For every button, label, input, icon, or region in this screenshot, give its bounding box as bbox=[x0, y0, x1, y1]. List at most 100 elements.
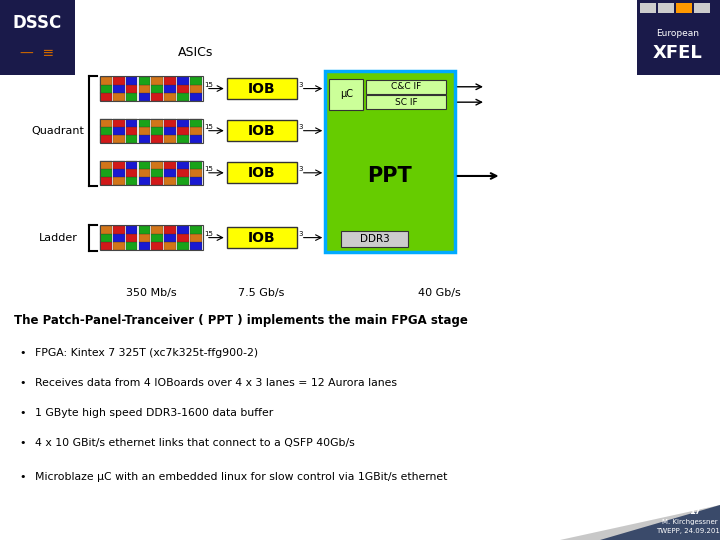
Bar bbox=[138, 93, 150, 100]
Bar bbox=[190, 127, 202, 135]
Bar bbox=[151, 234, 163, 242]
Bar bbox=[125, 85, 138, 93]
Bar bbox=[676, 3, 692, 13]
Bar bbox=[164, 178, 176, 185]
Text: 15: 15 bbox=[204, 231, 213, 237]
Bar bbox=[177, 127, 189, 135]
Bar bbox=[99, 161, 112, 168]
Text: 3: 3 bbox=[298, 231, 302, 237]
Text: 350 Mb/s: 350 Mb/s bbox=[126, 288, 177, 298]
Bar bbox=[99, 136, 112, 143]
Bar bbox=[138, 119, 150, 127]
Bar bbox=[112, 170, 125, 177]
Text: Microblaze μC with an embedded linux for slow control via 1GBit/s ethernet: Microblaze μC with an embedded linux for… bbox=[35, 471, 448, 482]
Bar bbox=[164, 93, 176, 100]
Text: IOB: IOB bbox=[248, 124, 276, 138]
Text: TWEPP, 24.09.2014: TWEPP, 24.09.2014 bbox=[656, 528, 720, 534]
Bar bbox=[190, 85, 202, 93]
Bar bbox=[151, 226, 163, 233]
Bar bbox=[99, 119, 112, 127]
Text: 15: 15 bbox=[204, 166, 213, 172]
Bar bbox=[164, 77, 176, 85]
Bar bbox=[637, 0, 720, 75]
Bar bbox=[99, 161, 203, 185]
Text: 4 x 10 GBit/s ethernet links that connect to a QSFP 40Gb/s: 4 x 10 GBit/s ethernet links that connec… bbox=[35, 437, 355, 448]
Text: DDR3: DDR3 bbox=[359, 234, 390, 244]
Bar bbox=[164, 136, 176, 143]
Bar bbox=[112, 85, 125, 93]
Text: IOB: IOB bbox=[248, 166, 276, 180]
Text: 1 GByte high speed DDR3-1600 data buffer: 1 GByte high speed DDR3-1600 data buffer bbox=[35, 408, 274, 418]
Bar bbox=[138, 234, 150, 242]
Bar bbox=[99, 76, 203, 100]
Polygon shape bbox=[560, 505, 720, 540]
Bar bbox=[112, 226, 125, 233]
Bar bbox=[164, 226, 176, 233]
Bar bbox=[366, 96, 446, 109]
Bar bbox=[177, 136, 189, 143]
Bar bbox=[164, 127, 176, 135]
Bar bbox=[151, 77, 163, 85]
Bar bbox=[112, 242, 125, 249]
Bar bbox=[99, 226, 112, 233]
Text: C&C IF: C&C IF bbox=[391, 82, 421, 91]
Bar bbox=[164, 234, 176, 242]
Text: 3: 3 bbox=[298, 124, 302, 130]
Bar bbox=[138, 242, 150, 249]
Bar bbox=[227, 227, 297, 248]
Bar bbox=[190, 242, 202, 249]
Bar bbox=[164, 170, 176, 177]
Bar bbox=[177, 178, 189, 185]
Bar bbox=[190, 170, 202, 177]
Bar bbox=[125, 226, 138, 233]
Text: •: • bbox=[19, 408, 26, 418]
Bar bbox=[112, 127, 125, 135]
Bar bbox=[190, 136, 202, 143]
Bar bbox=[227, 163, 297, 184]
Bar bbox=[125, 234, 138, 242]
Bar bbox=[151, 170, 163, 177]
Bar bbox=[125, 127, 138, 135]
Bar bbox=[151, 242, 163, 249]
Bar bbox=[125, 178, 138, 185]
Bar bbox=[151, 178, 163, 185]
Text: 3: 3 bbox=[298, 82, 302, 87]
Bar bbox=[99, 226, 203, 249]
Bar bbox=[164, 119, 176, 127]
Text: SC IF: SC IF bbox=[395, 98, 418, 107]
Bar bbox=[112, 119, 125, 127]
Bar bbox=[190, 234, 202, 242]
Bar bbox=[112, 77, 125, 85]
Bar bbox=[99, 119, 203, 143]
Bar bbox=[227, 78, 297, 99]
Text: FPGA: Kintex 7 325T (xc7k325t-ffg900-2): FPGA: Kintex 7 325T (xc7k325t-ffg900-2) bbox=[35, 348, 258, 358]
Bar bbox=[138, 77, 150, 85]
Text: M. Kirchgessner: M. Kirchgessner bbox=[662, 519, 718, 525]
Text: The Patch-Panel-Tranceiver ( PPT ) implements the main FPGA stage: The Patch-Panel-Tranceiver ( PPT ) imple… bbox=[14, 314, 468, 327]
Text: European: European bbox=[657, 29, 700, 37]
FancyBboxPatch shape bbox=[325, 71, 455, 252]
Bar bbox=[366, 80, 446, 93]
Bar bbox=[125, 136, 138, 143]
Bar bbox=[99, 85, 112, 93]
Text: IOB: IOB bbox=[248, 82, 276, 96]
Bar bbox=[164, 161, 176, 168]
Text: 7.5 Gb/s: 7.5 Gb/s bbox=[238, 288, 284, 298]
Text: Receives data from 4 IOBoards over 4 x 3 lanes = 12 Aurora lanes: Receives data from 4 IOBoards over 4 x 3… bbox=[35, 378, 397, 388]
Bar bbox=[227, 120, 297, 141]
Bar bbox=[138, 170, 150, 177]
Bar bbox=[190, 77, 202, 85]
Bar bbox=[138, 127, 150, 135]
Bar bbox=[164, 242, 176, 249]
Bar bbox=[112, 161, 125, 168]
Text: DSSC DAQ Architecture – PPT: DSSC DAQ Architecture – PPT bbox=[90, 26, 503, 50]
Bar bbox=[177, 161, 189, 168]
Bar bbox=[640, 3, 656, 13]
Bar bbox=[177, 242, 189, 249]
Bar bbox=[112, 234, 125, 242]
Text: •: • bbox=[19, 378, 26, 388]
Bar bbox=[99, 234, 112, 242]
Bar bbox=[112, 93, 125, 100]
Text: —  ≡: — ≡ bbox=[20, 46, 54, 60]
Bar bbox=[190, 161, 202, 168]
